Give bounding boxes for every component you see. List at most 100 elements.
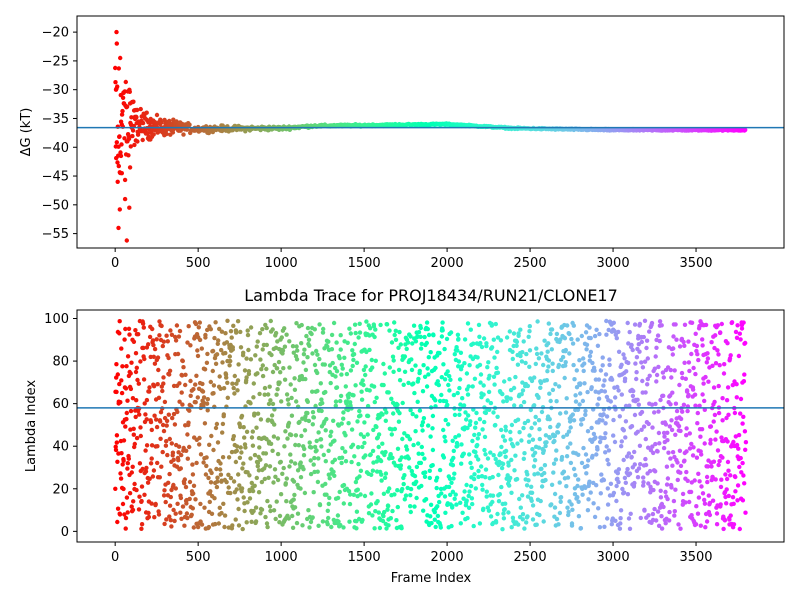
- lambda-point: [719, 321, 724, 327]
- lambda-point: [682, 458, 687, 463]
- lambda-point: [565, 445, 570, 450]
- lambda-point: [299, 433, 304, 439]
- lambda-point: [442, 494, 448, 499]
- lambda-point: [734, 335, 740, 340]
- lambda-point: [162, 399, 168, 405]
- lambda-point: [647, 329, 652, 334]
- lambda-point: [203, 472, 209, 477]
- lambda-point: [274, 499, 279, 504]
- lambda-point: [650, 444, 655, 449]
- lambda-point: [152, 413, 157, 418]
- lambda-point: [205, 351, 210, 357]
- lambda-point: [582, 381, 587, 386]
- lambda-point: [407, 437, 413, 442]
- lambda-point: [463, 410, 468, 415]
- lambda-point: [402, 354, 408, 359]
- lambda-point: [314, 348, 319, 354]
- lambda-point: [683, 500, 688, 505]
- lambda-point: [254, 475, 259, 481]
- lambda-point: [699, 484, 704, 489]
- lambda-point: [685, 408, 690, 414]
- lambda-point: [643, 436, 648, 442]
- lambda-point: [689, 351, 694, 357]
- lambda-point: [352, 454, 357, 459]
- lambda-point: [188, 378, 193, 384]
- lambda-point: [673, 432, 678, 437]
- lambda-point: [640, 365, 646, 370]
- lambda-point: [283, 429, 288, 434]
- lambda-point: [606, 327, 611, 333]
- lambda-point: [545, 369, 550, 374]
- lambda-point: [325, 522, 330, 527]
- lambda-point: [442, 346, 447, 352]
- lambda-point: [401, 382, 406, 387]
- lambda-point: [645, 382, 650, 387]
- delta-g-point: [130, 133, 135, 139]
- lambda-point: [274, 366, 280, 371]
- lambda-point: [466, 413, 471, 418]
- lambda-point: [637, 443, 643, 448]
- delta-g-point: [124, 104, 130, 109]
- lambda-point: [635, 429, 640, 434]
- lambda-point: [483, 475, 488, 480]
- lambda-point: [119, 346, 124, 351]
- lambda-point: [322, 362, 327, 367]
- lambda-point: [575, 407, 581, 412]
- lambda-point: [215, 479, 220, 484]
- delta-g-point: [134, 107, 140, 113]
- lambda-point: [123, 424, 128, 429]
- lambda-point: [702, 398, 707, 404]
- lambda-point: [536, 445, 542, 450]
- lambda-point: [123, 515, 129, 521]
- lambda-point: [324, 492, 329, 497]
- lambda-point: [121, 438, 127, 443]
- delta-g-point: [113, 80, 118, 85]
- lambda-point: [554, 331, 560, 337]
- lambda-point: [307, 440, 312, 445]
- lambda-point: [323, 459, 328, 464]
- lambda-point: [334, 385, 340, 390]
- lambda-point: [247, 488, 252, 494]
- lambda-point: [136, 381, 141, 386]
- lambda-point: [141, 325, 146, 330]
- lambda-point: [417, 368, 422, 374]
- lambda-point: [343, 449, 348, 454]
- lambda-point: [204, 455, 209, 460]
- lambda-point: [571, 418, 577, 423]
- lambda-point: [397, 329, 402, 335]
- lambda-point: [287, 464, 292, 469]
- lambda-point: [543, 433, 549, 438]
- lambda-point: [618, 516, 623, 521]
- lambda-point: [498, 452, 503, 457]
- lambda-point: [668, 456, 673, 461]
- lambda-point: [218, 467, 223, 472]
- lambda-point: [525, 418, 531, 424]
- lambda-point: [711, 459, 717, 464]
- lambda-point: [527, 364, 532, 369]
- lambda-point: [453, 492, 458, 497]
- lambda-point: [630, 393, 636, 399]
- lambda-point: [447, 476, 453, 481]
- lambda-point: [285, 436, 290, 441]
- lambda-point: [650, 425, 655, 430]
- lambda-point: [719, 477, 724, 482]
- lambda-point: [623, 435, 628, 440]
- lambda-point: [338, 522, 343, 528]
- lambda-point: [511, 385, 517, 391]
- lambda-point: [495, 370, 501, 375]
- lambda-point: [724, 487, 729, 492]
- lambda-point: [700, 392, 705, 397]
- lambda-point: [305, 410, 310, 416]
- lambda-point: [678, 428, 683, 434]
- lambda-point: [160, 422, 166, 428]
- lambda-point: [142, 492, 147, 497]
- lambda-point: [724, 415, 729, 421]
- lambda-point: [125, 354, 131, 359]
- lambda-point: [409, 357, 414, 362]
- lambda-point: [350, 442, 356, 447]
- lambda-point: [251, 508, 256, 514]
- lambda-point: [558, 337, 563, 342]
- lambda-point: [154, 417, 159, 422]
- lambda-point: [235, 319, 241, 324]
- lambda-point: [234, 381, 239, 386]
